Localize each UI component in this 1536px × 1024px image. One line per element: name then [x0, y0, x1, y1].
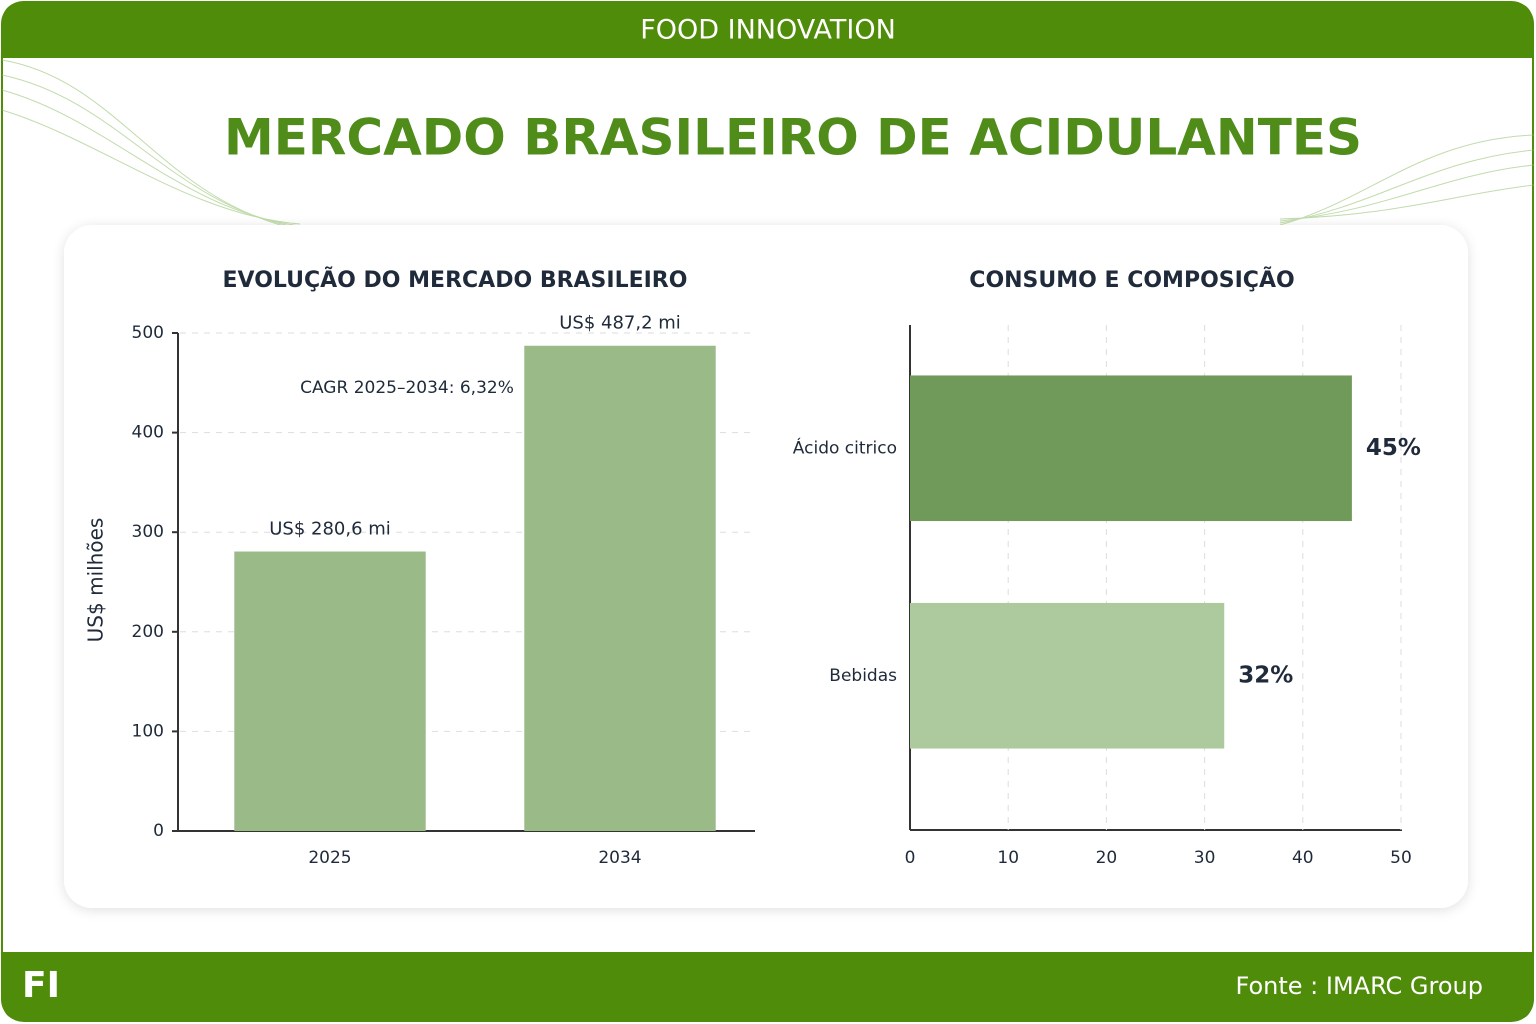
- decor-waves: [1, 59, 1535, 231]
- x-tick-label: 10: [997, 848, 1019, 868]
- x-tick-label: 40: [1292, 848, 1314, 868]
- annotation: CAGR 2025–2034: 6,32%: [300, 378, 514, 398]
- chart-title: EVOLUÇÃO DO MERCADO BRASILEIRO: [223, 267, 688, 293]
- y-tick-label: 0: [153, 821, 164, 841]
- value-label: 45%: [1366, 435, 1421, 461]
- x-tick-label: 2025: [308, 848, 351, 868]
- bar: [910, 375, 1352, 522]
- footer-bar: [2, 952, 1533, 1021]
- x-tick-label: 50: [1390, 848, 1412, 868]
- y-tick-label: Bebidas: [829, 666, 897, 686]
- chart-title: CONSUMO E COMPOSIÇÃO: [969, 267, 1294, 293]
- y-tick-label: 500: [132, 323, 164, 343]
- y-tick-label: 100: [132, 721, 164, 741]
- logo: FI: [22, 965, 60, 1006]
- x-tick-label: 0: [905, 848, 916, 868]
- bar: [234, 551, 426, 831]
- header-text: FOOD INNOVATION: [640, 15, 896, 46]
- y-axis-label: US$ milhões: [84, 518, 108, 643]
- bar: [524, 345, 716, 831]
- y-tick-label: 200: [132, 622, 164, 642]
- main-title: MERCADO BRASILEIRO DE ACIDULANTES: [224, 109, 1362, 167]
- x-tick-label: 2034: [598, 848, 641, 868]
- y-tick-label: 300: [132, 522, 164, 542]
- source: Fonte : IMARC Group: [1236, 972, 1484, 1000]
- value-label: 32%: [1238, 662, 1293, 688]
- value-label: US$ 280,6 mi: [269, 519, 391, 540]
- y-tick-label: 400: [132, 423, 164, 443]
- y-tick-label: Ácido citrico: [793, 436, 897, 458]
- value-label: US$ 487,2 mi: [559, 313, 681, 334]
- x-tick-label: 20: [1096, 848, 1118, 868]
- header-bar: [2, 2, 1533, 58]
- x-tick-label: 30: [1194, 848, 1216, 868]
- bar: [910, 602, 1225, 749]
